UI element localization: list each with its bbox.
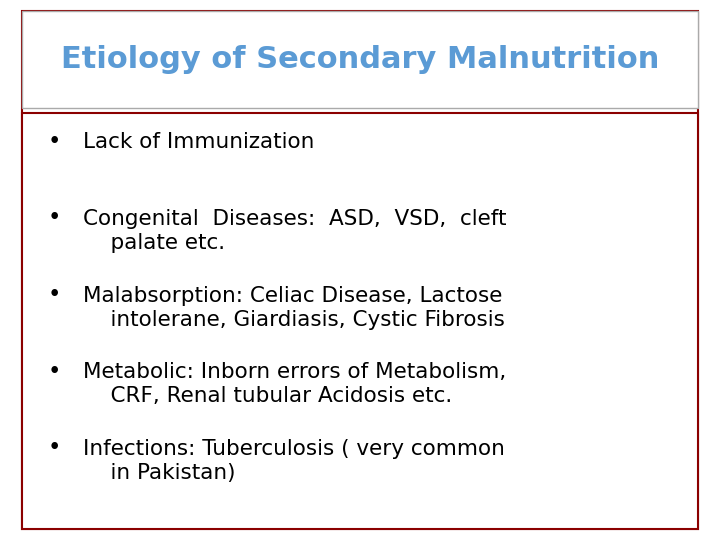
Text: •: • [48,436,60,460]
Text: Malabsorption: Celiac Disease, Lactose
    intolerane, Giardiasis, Cystic Fibros: Malabsorption: Celiac Disease, Lactose i… [83,286,505,329]
Text: •: • [48,130,60,153]
Text: •: • [48,283,60,306]
Text: Lack of Immunization: Lack of Immunization [83,132,314,152]
Text: •: • [48,360,60,383]
FancyBboxPatch shape [22,113,698,529]
Text: Metabolic: Inborn errors of Metabolism,
    CRF, Renal tubular Acidosis etc.: Metabolic: Inborn errors of Metabolism, … [83,362,506,406]
FancyBboxPatch shape [22,11,698,108]
Text: Etiology of Secondary Malnutrition: Etiology of Secondary Malnutrition [60,45,660,74]
FancyBboxPatch shape [22,11,698,529]
Text: Infections: Tuberculosis ( very common
    in Pakistan): Infections: Tuberculosis ( very common i… [83,439,505,483]
Text: Congenital  Diseases:  ASD,  VSD,  cleft
    palate etc.: Congenital Diseases: ASD, VSD, cleft pal… [83,209,506,253]
Text: •: • [48,206,60,230]
